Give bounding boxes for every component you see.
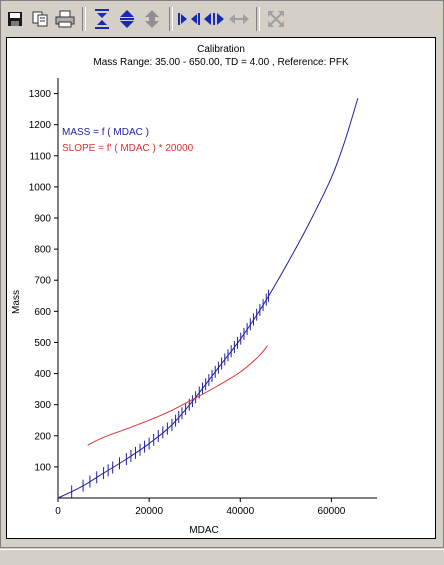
y-tick-label: 1200	[29, 120, 52, 131]
toolbar	[3, 4, 441, 34]
chart-subtitle: Mass Range: 35.00 - 650.00, TD = 4.00 , …	[93, 57, 349, 68]
scroll-y-icon[interactable]	[140, 7, 164, 31]
fit-all-icon[interactable]	[264, 7, 288, 31]
print-icon[interactable]	[53, 7, 77, 31]
x-axis-label: MDAC	[189, 525, 218, 536]
x-tick-label: 40000	[226, 506, 254, 517]
calibration-window: Calibration Mass Range: 35.00 - 650.00, …	[0, 0, 444, 548]
y-tick-label: 1300	[29, 89, 52, 100]
plot-lines	[57, 98, 359, 499]
plot-area[interactable]: Calibration Mass Range: 35.00 - 650.00, …	[6, 37, 436, 539]
calibration-chart: Calibration Mass Range: 35.00 - 650.00, …	[11, 44, 377, 536]
chart-title: Calibration	[197, 44, 245, 55]
legend-mass: MASS = f ( MDAC )	[62, 127, 149, 138]
y-tick-label: 100	[34, 462, 51, 473]
y-tick-label: 700	[34, 276, 51, 287]
y-tick-label: 200	[34, 431, 51, 442]
toolbar-separator	[169, 7, 173, 31]
y-axis-label: Mass	[11, 290, 22, 314]
zoom-x-out-icon[interactable]	[202, 7, 226, 31]
y-tick-label: 600	[34, 307, 51, 318]
toolbar-separator	[256, 7, 260, 31]
x-tick-label: 20000	[135, 506, 163, 517]
y-tick-label: 1000	[29, 182, 52, 193]
toolbar-separator	[82, 7, 86, 31]
scroll-x-icon[interactable]	[227, 7, 251, 31]
zoom-x-in-icon[interactable]	[177, 7, 201, 31]
y-tick-label: 500	[34, 338, 51, 349]
zoom-y-in-icon[interactable]	[115, 7, 139, 31]
y-tick-label: 1100	[29, 151, 51, 162]
zoom-y-out-icon[interactable]	[90, 7, 114, 31]
status-bar	[0, 549, 444, 565]
x-tick-label: 0	[55, 506, 61, 517]
save-icon[interactable]	[3, 7, 27, 31]
axes: 100 200 300 400 500 600 700 800 900 1000 1100 1200 1…	[29, 78, 377, 517]
slope-series-line	[87, 345, 269, 446]
y-tick-label: 900	[34, 214, 51, 225]
copy-icon[interactable]	[28, 7, 52, 31]
mass-series-line	[57, 98, 359, 499]
y-tick-label: 300	[34, 400, 51, 411]
x-tick-label: 60000	[318, 506, 346, 517]
y-tick-label: 400	[34, 369, 51, 380]
legend-slope: SLOPE = f' ( MDAC ) * 20000	[62, 143, 194, 154]
y-tick-label: 800	[34, 245, 51, 256]
